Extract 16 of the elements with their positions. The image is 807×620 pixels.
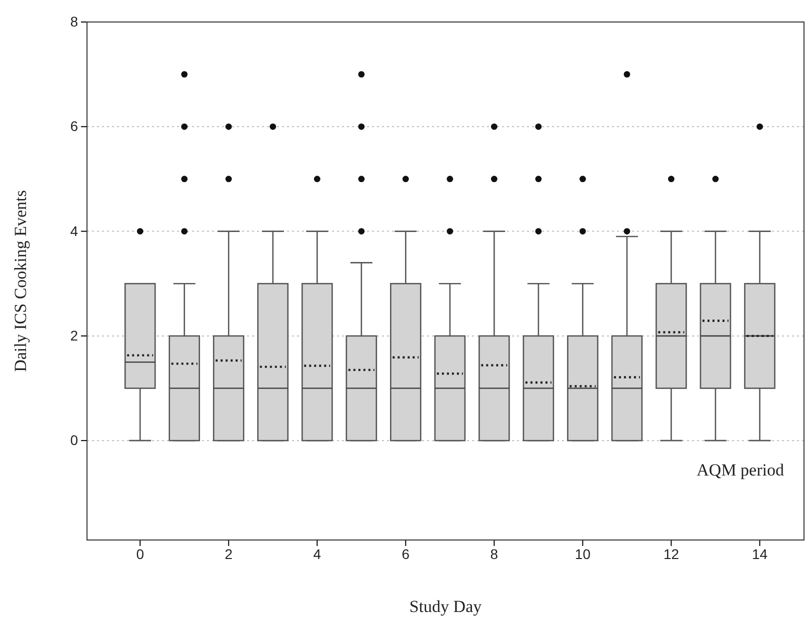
- x-tick-label: 8: [490, 546, 498, 562]
- y-tick-label: 2: [70, 327, 78, 344]
- x-tick-label: 4: [313, 546, 322, 562]
- x-tick-label: 12: [663, 546, 680, 562]
- x-tick-label: 6: [402, 546, 410, 562]
- y-axis-title: Daily ICS Cooking Events: [11, 190, 30, 372]
- y-tick-label: 8: [70, 13, 78, 30]
- x-tick-label: 10: [574, 546, 591, 562]
- y-tick-label: 0: [70, 432, 78, 448]
- x-tick-label: 2: [224, 546, 233, 562]
- y-tick-label: 6: [70, 118, 78, 134]
- y-tick-label: 4: [70, 222, 78, 239]
- annotation: AQM period: [696, 460, 784, 480]
- x-tick-label: 0: [136, 546, 144, 562]
- x-axis-title: Study Day: [409, 597, 482, 616]
- x-tick-label: 14: [752, 546, 768, 562]
